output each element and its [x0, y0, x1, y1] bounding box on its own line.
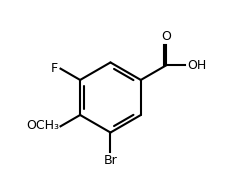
Text: OCH₃: OCH₃ — [26, 119, 59, 132]
Text: Br: Br — [103, 154, 117, 167]
Text: OH: OH — [186, 59, 205, 72]
Text: F: F — [51, 62, 58, 75]
Text: O: O — [161, 30, 170, 43]
